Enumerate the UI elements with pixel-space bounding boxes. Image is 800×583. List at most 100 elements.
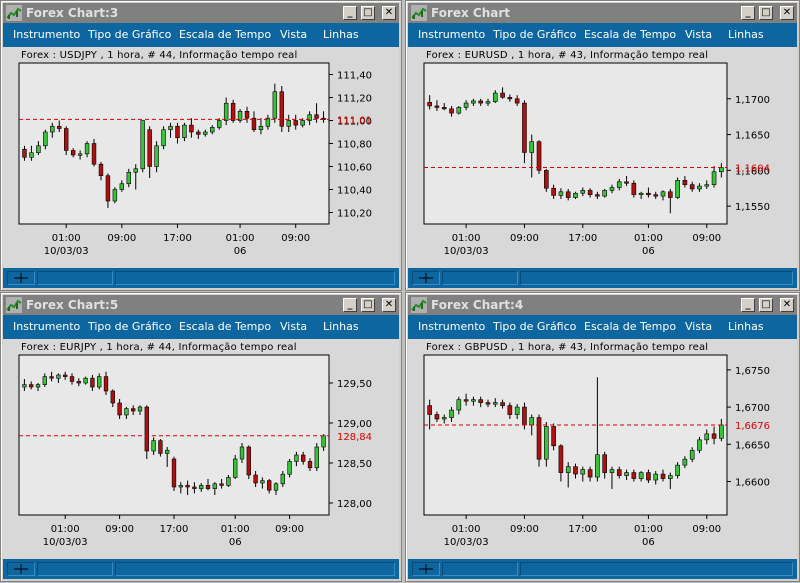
close-button[interactable]: ✕ bbox=[780, 298, 794, 312]
y-tick-label: 129,00 bbox=[337, 419, 372, 430]
maximize-button[interactable]: □ bbox=[759, 298, 773, 312]
menu-item-3[interactable]: Vista bbox=[280, 320, 308, 333]
chart-pane[interactable]: 111,40 111,20 111,00 110,80 110,60 110,40 110,… bbox=[3, 47, 399, 268]
crosshair-tool-button[interactable] bbox=[412, 562, 440, 576]
menu-item-2[interactable]: Escala de Tempo bbox=[584, 28, 677, 41]
y-tick-label: 110,20 bbox=[337, 209, 372, 220]
instrument-info: Forex : GBPUSD , 1 hora, # 43, Informaçã… bbox=[426, 342, 709, 353]
menu-item-0[interactable]: Instrumento bbox=[13, 28, 81, 41]
title-bar[interactable]: Forex Chart:3 _ □ ✕ bbox=[3, 3, 399, 23]
menu-item-0[interactable]: Instrumento bbox=[418, 320, 486, 333]
maximize-button[interactable]: □ bbox=[361, 6, 375, 20]
candle-body bbox=[22, 384, 27, 388]
candle-body bbox=[711, 433, 717, 439]
menu-item-1[interactable]: Tipo de Gráfico bbox=[88, 320, 172, 333]
candle-body bbox=[449, 409, 454, 418]
title-bar[interactable]: Forex Chart:4 _ □ ✕ bbox=[408, 295, 797, 315]
candle-body bbox=[131, 408, 136, 412]
crosshair-tool-button[interactable] bbox=[7, 562, 35, 576]
candle-body bbox=[514, 406, 520, 415]
title-bar[interactable]: Forex Chart _ □ ✕ bbox=[408, 3, 797, 23]
menu-item-1[interactable]: Tipo de Gráfico bbox=[493, 320, 577, 333]
menu-item-0[interactable]: Instrumento bbox=[13, 320, 81, 333]
candle-body bbox=[529, 417, 535, 426]
menu-item-0[interactable]: Instrumento bbox=[418, 28, 486, 41]
candlestick-chart[interactable]: 129,50 129,00 128,50 128,00 01:00 09:00 17:00 0… bbox=[3, 339, 401, 559]
menu-item-2[interactable]: Escala de Tempo bbox=[584, 320, 677, 333]
candle-body bbox=[154, 145, 159, 167]
candle-body bbox=[212, 483, 217, 489]
status-field-2 bbox=[520, 271, 793, 285]
candle-body bbox=[63, 374, 68, 377]
minimize-button[interactable]: _ bbox=[741, 6, 755, 20]
candle-body bbox=[239, 446, 245, 460]
candle-body bbox=[653, 473, 659, 481]
candlestick-chart[interactable]: 1,1700 1,1650 1,1600 1,1550 01:00 09:00 17:00 0… bbox=[408, 47, 799, 268]
candle-body bbox=[551, 187, 556, 196]
crosshair-icon bbox=[14, 273, 28, 283]
candle-body bbox=[565, 191, 571, 198]
close-button[interactable]: ✕ bbox=[382, 298, 396, 312]
candle-body bbox=[321, 435, 326, 448]
chart-pane[interactable]: 129,50 129,00 128,50 128,00 01:00 09:00 17:00 0… bbox=[3, 339, 399, 559]
y-tick-label: 111,00 bbox=[337, 117, 372, 128]
y-tick-label: 128,00 bbox=[337, 499, 372, 510]
menu-item-4[interactable]: Linhas bbox=[323, 28, 359, 41]
candle-body bbox=[137, 406, 143, 412]
menu-item-1[interactable]: Tipo de Gráfico bbox=[88, 28, 172, 41]
crosshair-tool-button[interactable] bbox=[7, 271, 35, 285]
candle-body bbox=[124, 408, 129, 416]
candle-body bbox=[616, 469, 622, 476]
candle-body bbox=[307, 114, 312, 121]
y-tick-label: 1,6650 bbox=[735, 440, 770, 451]
candle-body bbox=[719, 424, 724, 439]
window-title: Forex Chart:5 bbox=[26, 298, 119, 312]
maximize-button[interactable]: □ bbox=[361, 298, 375, 312]
candle-body bbox=[49, 376, 54, 379]
candle-body bbox=[293, 120, 298, 126]
menu-item-3[interactable]: Vista bbox=[280, 28, 308, 41]
menu-item-4[interactable]: Linhas bbox=[323, 320, 359, 333]
minimize-button[interactable]: _ bbox=[741, 298, 755, 312]
date-label: 10/03/03 bbox=[44, 246, 89, 257]
candle-body bbox=[219, 483, 224, 486]
candle-body bbox=[144, 406, 149, 452]
menu-item-4[interactable]: Linhas bbox=[728, 320, 764, 333]
maximize-button[interactable]: □ bbox=[759, 6, 773, 20]
title-bar[interactable]: Forex Chart:5 _ □ ✕ bbox=[3, 295, 399, 315]
candlestick-chart[interactable]: 1,6750 1,6700 1,6650 1,6600 01:00 09:00 17:00 0… bbox=[408, 339, 799, 559]
candlestick-chart[interactable]: 111,40 111,20 111,00 110,80 110,60 110,40 110,… bbox=[3, 47, 401, 268]
close-button[interactable]: ✕ bbox=[780, 6, 794, 20]
menu-item-4[interactable]: Linhas bbox=[728, 28, 764, 41]
x-tick-label: 17:00 bbox=[160, 524, 189, 535]
crosshair-tool-button[interactable] bbox=[412, 271, 440, 285]
date-label: 06 bbox=[642, 537, 655, 548]
candle-body bbox=[675, 180, 680, 198]
menu-item-3[interactable]: Vista bbox=[685, 320, 713, 333]
menu-item-2[interactable]: Escala de Tempo bbox=[179, 28, 272, 41]
menu-item-1[interactable]: Tipo de Gráfico bbox=[493, 28, 577, 41]
candle-body bbox=[29, 152, 34, 158]
candle-body bbox=[471, 100, 476, 104]
candle-body bbox=[279, 91, 285, 127]
menu-item-3[interactable]: Vista bbox=[685, 28, 713, 41]
candle-body bbox=[237, 111, 243, 121]
minimize-button[interactable]: _ bbox=[343, 298, 357, 312]
menu-item-2[interactable]: Escala de Tempo bbox=[179, 320, 272, 333]
candle-body bbox=[158, 440, 163, 454]
candle-body bbox=[226, 477, 231, 486]
chart-pane[interactable]: 1,1700 1,1650 1,1600 1,1550 01:00 09:00 17:00 0… bbox=[408, 47, 797, 268]
close-button[interactable]: ✕ bbox=[382, 6, 396, 20]
candle-body bbox=[492, 92, 498, 102]
x-tick-label: 01:00 bbox=[51, 524, 80, 535]
candle-body bbox=[463, 399, 469, 402]
candle-body bbox=[272, 91, 278, 119]
candle-body bbox=[558, 445, 564, 473]
current-price-label: 128,84 bbox=[337, 432, 372, 443]
minimize-button[interactable]: _ bbox=[343, 6, 357, 20]
chart-pane[interactable]: 1,6750 1,6700 1,6650 1,6600 01:00 09:00 17:00 0… bbox=[408, 339, 797, 559]
y-tick-label: 1,1600 bbox=[735, 166, 770, 177]
candle-body bbox=[689, 184, 695, 190]
candle-body bbox=[587, 190, 593, 195]
y-tick-label: 111,20 bbox=[337, 94, 372, 105]
